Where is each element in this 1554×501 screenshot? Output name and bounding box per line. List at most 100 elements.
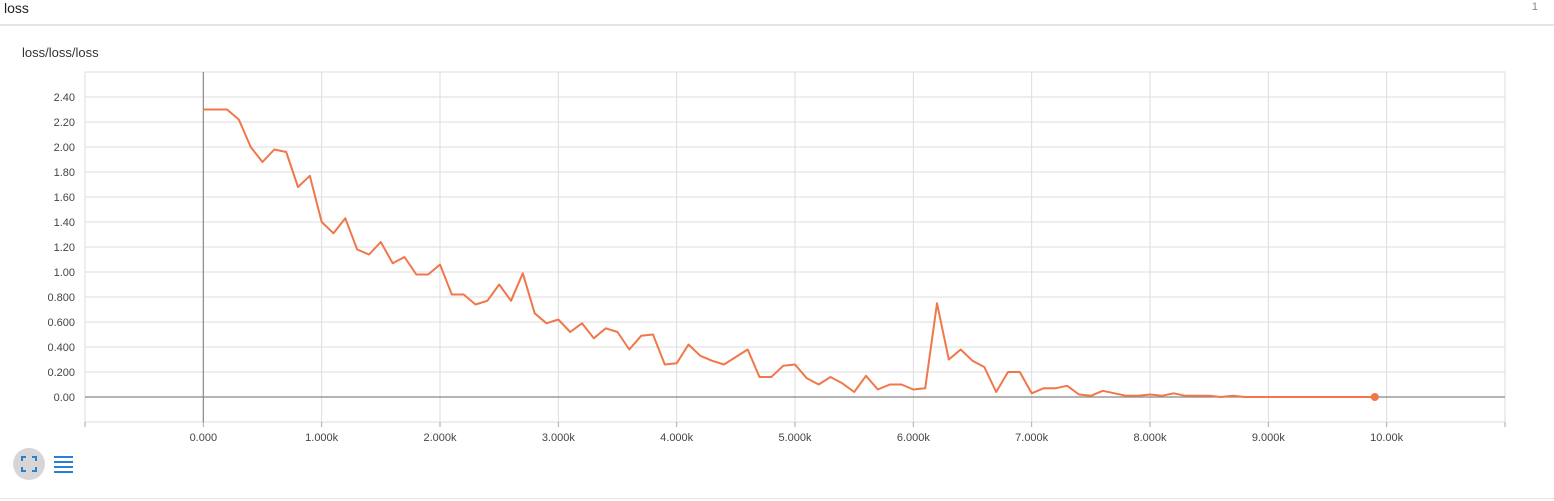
y-tick-label: 1.00: [54, 267, 75, 279]
data-point: [640, 334, 643, 337]
data-point: [403, 256, 406, 259]
x-tick-label: 6.000k: [897, 432, 931, 444]
list-icon: [54, 456, 73, 473]
data-point: [687, 343, 690, 346]
data-point: [995, 391, 998, 394]
data-point: [1350, 396, 1353, 399]
y-tick-label: 1.20: [54, 242, 75, 254]
data-point: [652, 333, 655, 336]
chart-title: loss/loss/loss: [22, 45, 99, 60]
data-point: [1030, 392, 1033, 395]
data-point: [581, 322, 584, 325]
data-point: [1196, 394, 1199, 397]
data-point: [959, 348, 962, 351]
data-point: [1018, 371, 1021, 374]
y-tick-label: 1.40: [54, 217, 75, 229]
y-tick-label: 0.400: [47, 342, 75, 354]
category-header[interactable]: loss 1: [0, 0, 1554, 26]
data-point: [1314, 396, 1317, 399]
data-point: [202, 108, 205, 111]
data-point: [249, 146, 252, 149]
data-point: [1149, 393, 1152, 396]
data-point: [344, 217, 347, 220]
y-tick-label: 0.800: [47, 292, 75, 304]
data-point: [794, 363, 797, 366]
data-point: [439, 263, 442, 266]
data-point: [1267, 396, 1270, 399]
category-count: 1: [1531, 1, 1538, 13]
y-tick-label: 0.200: [47, 367, 75, 379]
data-point: [711, 359, 714, 362]
data-point: [1160, 394, 1163, 397]
y-tick-label: 2.20: [54, 117, 75, 129]
expand-chart-button[interactable]: [13, 448, 45, 480]
data-point: [829, 376, 832, 379]
data-point: [782, 364, 785, 367]
data-point: [1208, 394, 1211, 397]
data-point: [734, 356, 737, 359]
data-point: [1089, 394, 1092, 397]
x-tick-label: 7.000k: [1015, 432, 1049, 444]
data-point: [1291, 396, 1294, 399]
data-point: [1362, 396, 1365, 399]
series-line: [203, 108, 1375, 398]
data-point: [261, 161, 264, 164]
data-point: [214, 108, 217, 111]
data-point: [297, 186, 300, 189]
x-tick-label: 2.000k: [423, 432, 457, 444]
data-point: [723, 363, 726, 366]
data-point: [699, 354, 702, 357]
data-point: [1302, 396, 1305, 399]
data-point: [1220, 396, 1223, 399]
x-tick-label: 9.000k: [1252, 432, 1286, 444]
data-point: [332, 232, 335, 235]
data-point: [817, 383, 820, 386]
data-point: [521, 272, 524, 275]
data-point: [876, 388, 879, 391]
data-point: [1113, 392, 1116, 395]
data-point: [604, 327, 607, 330]
data-point: [391, 262, 394, 265]
data-point: [924, 387, 927, 390]
data-point: [936, 302, 939, 305]
data-point: [1255, 396, 1258, 399]
data-point: [450, 293, 453, 296]
data-point: [273, 148, 276, 151]
data-point: [486, 299, 489, 302]
data-point: [368, 253, 371, 256]
data-point: [1007, 371, 1010, 374]
y-tick-label: 0.00: [54, 392, 75, 404]
data-point: [1172, 392, 1175, 395]
data-point: [663, 363, 666, 366]
toggle-data-table-button[interactable]: [53, 453, 75, 475]
data-point: [841, 382, 844, 385]
data-point: [1054, 387, 1057, 390]
data-point: [888, 383, 891, 386]
data-point: [474, 303, 477, 306]
data-point: [1231, 394, 1234, 397]
data-point: [569, 331, 572, 334]
data-point: [557, 318, 560, 321]
x-tick-label: 1.000k: [305, 432, 339, 444]
data-point: [285, 151, 288, 154]
data-point: [498, 283, 501, 286]
data-point: [545, 322, 548, 325]
data-point: [356, 248, 359, 251]
x-tick-label: 3.000k: [542, 432, 576, 444]
data-point: [1137, 394, 1140, 397]
data-point: [1078, 393, 1081, 396]
x-tick-label: 0.000: [190, 432, 218, 444]
data-point: [865, 374, 868, 377]
y-tick-label: 2.40: [54, 92, 75, 104]
data-point: [533, 312, 536, 315]
x-tick-label: 10.00k: [1370, 432, 1404, 444]
data-point: [616, 331, 619, 334]
data-point: [1243, 396, 1246, 399]
data-point: [746, 348, 749, 351]
data-point: [1326, 396, 1329, 399]
data-point: [1338, 396, 1341, 399]
data-point: [983, 366, 986, 369]
data-point: [805, 377, 808, 380]
